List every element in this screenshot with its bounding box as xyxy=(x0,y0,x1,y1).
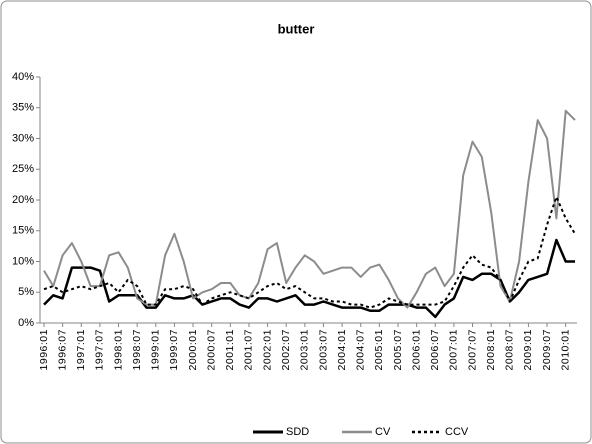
y-tick-label: 5% xyxy=(18,286,34,298)
y-tick-label: 35% xyxy=(12,102,34,114)
legend-label: CV xyxy=(375,426,391,438)
chart-title: butter xyxy=(278,21,315,36)
x-tick-label: 1998:01 xyxy=(112,329,124,370)
x-tick-label: 2005:07 xyxy=(392,329,404,370)
x-tick-label: 2003:07 xyxy=(317,329,329,370)
x-tick-label: 2007:07 xyxy=(466,329,478,370)
x-tick-label: 2003:01 xyxy=(299,329,311,370)
y-tick-label: 20% xyxy=(12,194,34,206)
legend-label: CCV xyxy=(445,426,469,438)
x-tick-label: 2000:01 xyxy=(187,329,199,370)
y-tick-label: 40% xyxy=(12,71,34,83)
y-tick-label: 30% xyxy=(12,132,34,144)
x-tick-label: 2002:01 xyxy=(261,329,273,370)
x-tick-label: 1997:07 xyxy=(94,329,106,370)
x-tick-label: 2004:01 xyxy=(336,329,348,370)
x-tick-label: 2001:01 xyxy=(224,329,236,370)
x-tick-label: 1997:01 xyxy=(75,329,87,370)
x-tick-label: 2002:07 xyxy=(280,329,292,370)
x-tick-label: 2008:01 xyxy=(485,329,497,370)
x-tick-label: 2009:01 xyxy=(522,329,534,370)
x-tick-label: 2000:07 xyxy=(205,329,217,370)
x-tick-label: 2010:01 xyxy=(559,329,571,370)
legend-label: SDD xyxy=(286,426,309,438)
x-tick-label: 1999:07 xyxy=(168,329,180,370)
x-tick-label: 1998:07 xyxy=(131,329,143,370)
x-tick-label: 2005:01 xyxy=(373,329,385,370)
x-tick-label: 2006:01 xyxy=(410,329,422,370)
x-tick-label: 2009:07 xyxy=(541,329,553,370)
series-line xyxy=(43,195,576,309)
series-line xyxy=(43,238,575,319)
x-tick-label: 1996:07 xyxy=(56,329,68,370)
y-tick-label: 15% xyxy=(12,225,34,237)
x-tick-label: 2008:07 xyxy=(504,329,516,370)
x-tick-label: 1999:01 xyxy=(150,329,162,370)
x-tick-label: 2007:01 xyxy=(448,329,460,370)
y-tick-label: 10% xyxy=(12,255,34,267)
x-tick-label: 2006:07 xyxy=(429,329,441,370)
x-tick-label: 2004:07 xyxy=(355,329,367,370)
x-tick-label: 2001:07 xyxy=(243,329,255,370)
x-tick-label: 1996:01 xyxy=(38,329,50,370)
y-tick-label: 0% xyxy=(18,317,34,329)
y-tick-label: 25% xyxy=(12,163,34,175)
